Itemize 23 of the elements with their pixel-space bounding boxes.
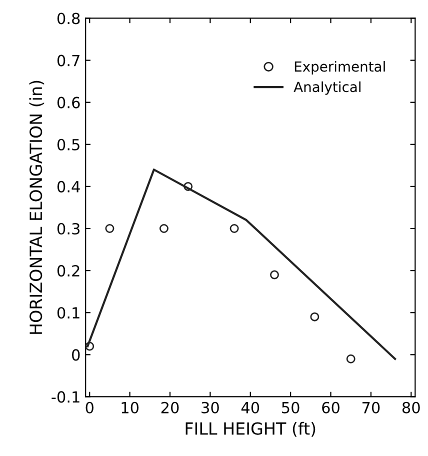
legend-label: Analytical: [294, 81, 360, 95]
x-tick-label: 50: [282, 402, 300, 414]
x-tick-label: 20: [161, 402, 179, 414]
y-tick-label: 0.5: [57, 138, 80, 150]
legend-label: Experimental: [294, 61, 385, 74]
y-tick-label: 0.7: [57, 54, 80, 66]
y-tick-label: 0.1: [57, 307, 80, 319]
x-tick-label: 30: [202, 402, 219, 414]
y-axis-title: HORIZONTAL ELONGATION (in): [29, 80, 44, 334]
x-tick-label: 10: [122, 402, 139, 414]
x-tick-label: 60: [322, 402, 340, 414]
y-tick-label: 0.6: [57, 96, 80, 108]
y-tick-label: -0.1: [52, 391, 80, 403]
x-tick-label: 80: [402, 402, 420, 414]
y-tick-label: 0.2: [57, 265, 80, 277]
x-tick-label: 40: [241, 402, 260, 414]
y-tick-label: 0.8: [57, 12, 80, 24]
y-tick-label: 0: [72, 349, 80, 361]
x-tick-label: 70: [362, 402, 380, 414]
y-tick-label: 0.4: [57, 180, 80, 192]
y-tick-label: 0.3: [57, 222, 80, 235]
x-axis-title: FILL HEIGHT (ft): [186, 422, 316, 437]
x-tick-label: 0: [86, 402, 94, 414]
